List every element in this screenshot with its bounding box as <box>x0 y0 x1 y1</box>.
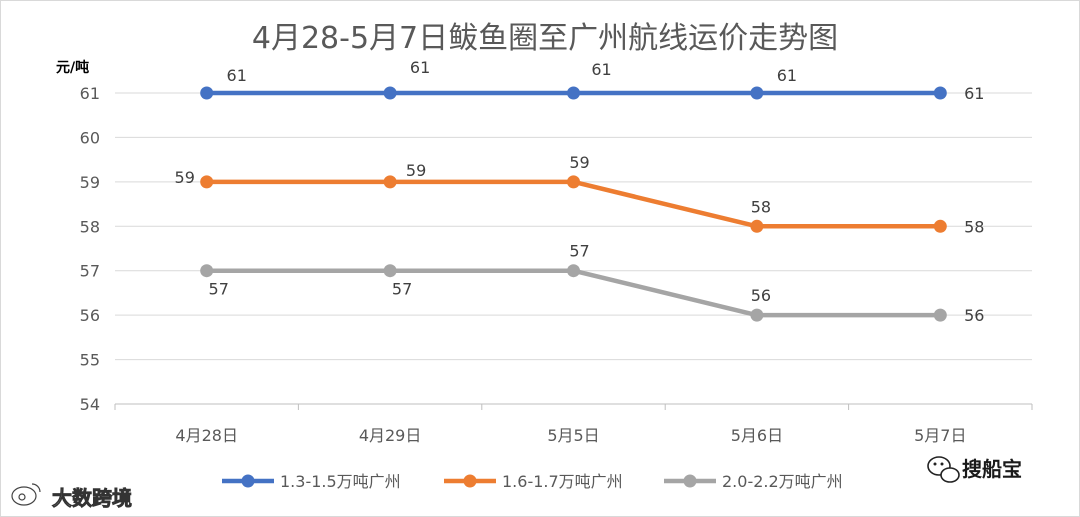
watermark-right: 搜船宝 <box>927 456 1022 483</box>
data-label: 61 <box>410 58 430 77</box>
data-label: 58 <box>964 217 984 236</box>
legend-label: 1.6-1.7万吨广州 <box>502 472 623 491</box>
data-label: 57 <box>569 242 589 261</box>
data-point <box>750 86 764 100</box>
data-point <box>750 219 764 233</box>
legend: 1.3-1.5万吨广州 1.6-1.7万吨广州 2.0-2.2万吨广州 <box>222 472 843 491</box>
legend-swatch-marker <box>241 474 255 488</box>
y-tick-label: 57 <box>80 262 100 281</box>
data-point <box>750 308 764 322</box>
data-point <box>567 175 580 189</box>
watermark-right-text: 搜船宝 <box>962 457 1022 481</box>
y-tick-label: 58 <box>80 217 100 236</box>
data-point <box>567 264 580 278</box>
data-label: 61 <box>227 66 247 85</box>
data-point <box>200 175 214 189</box>
series-line <box>204 268 943 318</box>
data-point <box>933 219 947 233</box>
series-line <box>204 179 943 229</box>
series-2: 59 59 59 58 58 <box>175 153 985 236</box>
y-tick-label: 61 <box>80 84 100 103</box>
series-1: 61 61 61 61 61 <box>200 58 984 103</box>
x-tick-label: 5月6日 <box>731 426 783 445</box>
data-point <box>383 175 397 189</box>
data-label: 59 <box>569 153 589 172</box>
legend-item-1: 1.3-1.5万吨广州 <box>222 472 401 491</box>
watermark-left-text: 大数跨境 <box>52 486 132 510</box>
x-tick-label: 5月7日 <box>914 426 966 445</box>
series-3: 57 57 57 56 56 <box>200 242 984 325</box>
wechat-icon <box>927 456 960 483</box>
data-label: 56 <box>964 306 984 325</box>
y-tick-label: 56 <box>80 306 100 325</box>
data-label: 58 <box>751 197 771 216</box>
data-label: 57 <box>209 280 229 299</box>
y-tick-label: 60 <box>80 128 100 147</box>
data-point <box>383 264 397 278</box>
data-point <box>567 86 580 100</box>
y-axis-unit-label: 元/吨 <box>56 59 89 76</box>
x-tick-label: 4月28日 <box>175 426 238 445</box>
data-point <box>200 264 214 278</box>
x-tick-label: 4月29日 <box>359 426 422 445</box>
data-point <box>933 86 947 100</box>
series-layer: 61 61 61 61 61 59 59 59 58 58 57 57 57 56 56 <box>175 58 985 325</box>
legend-label: 1.3-1.5万吨广州 <box>280 472 401 491</box>
chart-title: 4月28-5月7日鲅鱼圈至广州航线运价走势图 <box>252 21 838 56</box>
data-label: 57 <box>392 280 412 299</box>
weibo-icon <box>10 483 41 507</box>
data-label: 59 <box>406 161 426 180</box>
watermark-left: 大数跨境 <box>10 483 132 510</box>
y-tick-label: 59 <box>80 173 100 192</box>
data-label: 59 <box>175 168 195 187</box>
legend-swatch-marker <box>463 474 477 488</box>
data-point <box>933 308 947 322</box>
x-tick-label: 5月5日 <box>547 426 599 445</box>
data-label: 56 <box>751 286 771 305</box>
data-label: 61 <box>591 60 611 79</box>
data-point <box>200 86 214 100</box>
data-label: 61 <box>777 66 797 85</box>
data-label: 61 <box>964 84 984 103</box>
legend-swatch-marker <box>683 474 697 488</box>
legend-label: 2.0-2.2万吨广州 <box>722 472 843 491</box>
y-tick-label: 55 <box>80 351 100 370</box>
legend-item-2: 1.6-1.7万吨广州 <box>444 472 623 491</box>
data-point <box>383 86 397 100</box>
axes: 54 55 56 57 58 59 60 61 4月28日 4月29日 5月5日 5月6日 5月7日 <box>80 84 1033 445</box>
y-tick-label: 54 <box>80 395 100 414</box>
legend-item-3: 2.0-2.2万吨广州 <box>664 472 843 491</box>
